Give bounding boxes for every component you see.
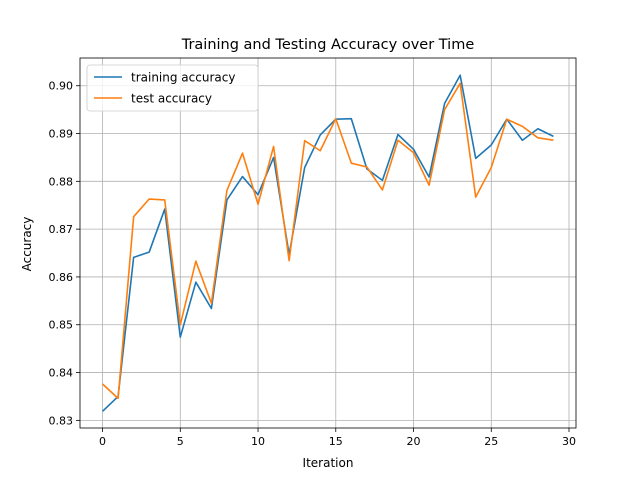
x-tick-label: 10 [251,435,265,448]
y-tick-label: 0.88 [49,175,74,188]
legend-box [86,64,259,112]
plot-frame [79,57,577,429]
test-accuracy-line [102,82,554,400]
legend-label-test-accuracy: test accuracy [131,92,212,106]
y-tick-label: 0.83 [49,414,74,427]
x-axis-label: Iteration [303,456,354,470]
y-tick-label: 0.86 [49,271,74,284]
y-tick-label: 0.87 [49,223,74,236]
y-tick-label: 0.90 [49,80,74,93]
y-tick-label: 0.84 [49,367,74,380]
x-tick-label: 30 [562,435,576,448]
x-tick-label: 0 [99,435,106,448]
training-accuracy-line [101,74,554,412]
x-tick-label: 20 [407,435,421,448]
legend: training accuracy test accuracy [86,64,259,112]
legend-label-training-accuracy: training accuracy [131,71,235,85]
series-lines [101,74,554,412]
axes: 0 5 10 15 20 25 30 0.83 0.84 0.85 0.86 0.87 0.88 0.89… [49,57,577,448]
chart-title: Training and Testing Accuracy over Time [181,37,475,53]
x-tick-label: 15 [329,435,343,448]
y-tick-label: 0.85 [49,319,74,332]
x-tick-label: 25 [484,435,498,448]
x-tick-label: 5 [177,435,184,448]
y-axis-label: Accuracy [20,217,34,272]
y-tick-label: 0.89 [49,128,74,141]
